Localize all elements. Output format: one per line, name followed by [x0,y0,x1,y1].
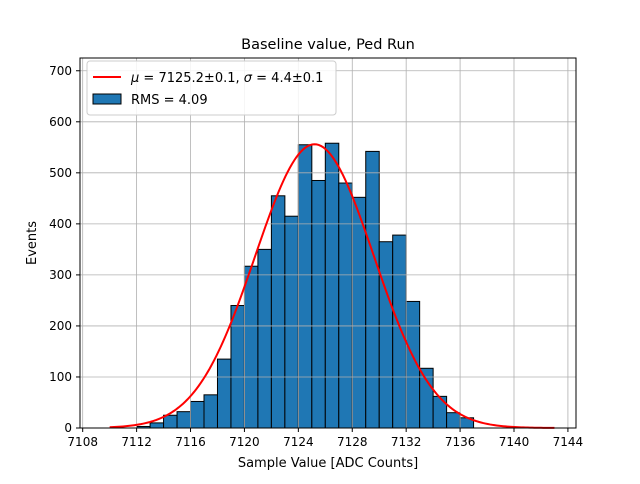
gaussian-fit-curve [109,143,555,429]
histogram-bar [284,215,299,429]
x-tick-label: 7124 [283,435,314,449]
x-tick-label: 7144 [553,435,584,449]
histogram-bar [392,234,407,429]
legend-rms-swatch [92,93,122,105]
histogram-bar [338,182,353,429]
histogram-bars [136,142,475,429]
chart-title: Baseline value, Ped Run [241,37,415,53]
x-tick-label: 7140 [499,435,530,449]
histogram-bar [216,358,232,429]
histogram-bar [270,195,286,429]
histogram-bar [163,414,178,429]
legend-fit-label: μ = 7125.2±0.1, σ = 4.4±0.1 [130,71,323,86]
histogram-bar [176,411,192,429]
x-tick-label: 7136 [445,435,476,449]
histogram-bar [203,394,218,429]
x-tick-label: 7112 [121,435,152,449]
y-axis-label: Events [25,221,40,265]
legend: μ = 7125.2±0.1, σ = 4.4±0.1 RMS = 4.09 [86,60,337,116]
x-axis-ticks: 7108 7112 7116 7120 7124 7128 7132 7136 7140 7144 [67,428,583,449]
y-tick-label: 300 [49,268,72,282]
y-tick-label: 600 [49,115,72,129]
plot-frame [79,57,577,429]
y-axis-ticks: 0 100 200 300 400 500 600 700 [49,64,80,435]
legend-box [86,60,337,116]
y-tick-label: 400 [49,217,72,231]
x-tick-label: 7116 [175,435,206,449]
x-tick-label: 7120 [229,435,260,449]
x-axis-label: Sample Value [ADC Counts] [238,456,418,471]
x-tick-label: 7108 [67,435,98,449]
histogram-bar [243,265,259,429]
histogram-bar [257,248,272,429]
histogram-bar [351,196,367,429]
histogram-bar [324,142,340,429]
y-tick-label: 100 [49,370,72,384]
histogram-bar [378,241,394,429]
legend-rms-label: RMS = 4.09 [131,93,208,108]
histogram-bar [365,150,380,429]
histogram-bar [190,400,205,429]
y-tick-label: 0 [64,421,72,435]
fit-curve-layer [109,143,555,429]
histogram-bar [230,305,245,429]
histogram-bar [311,179,326,429]
y-tick-label: 700 [49,64,72,78]
histogram-bar [149,422,165,429]
y-tick-label: 500 [49,166,72,180]
histogram-bar [297,144,313,429]
x-tick-label: 7132 [391,435,422,449]
x-tick-label: 7128 [337,435,368,449]
y-tick-label: 200 [49,319,72,333]
histogram-bar [446,412,461,429]
